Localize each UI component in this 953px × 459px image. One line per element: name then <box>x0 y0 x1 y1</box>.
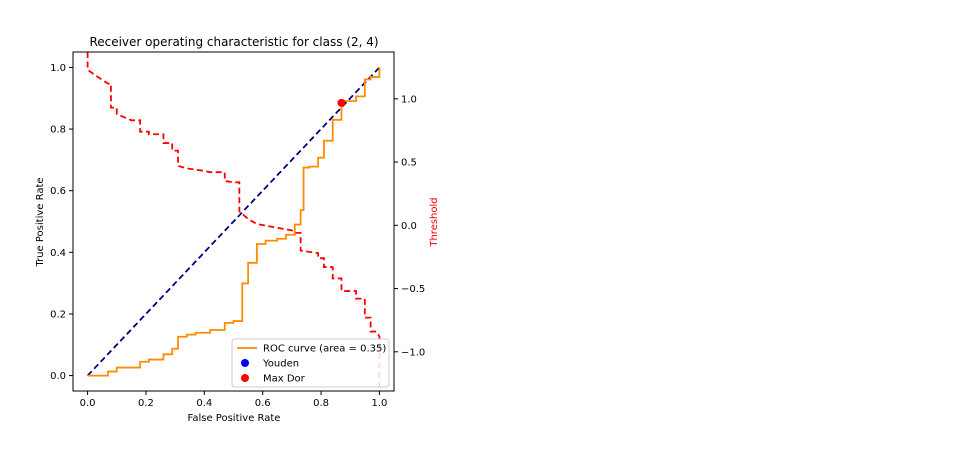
y-tick-label: 0.0 <box>50 371 66 382</box>
series-threshold-line <box>86 52 381 391</box>
legend-youden-swatch <box>241 359 249 367</box>
plot-area <box>72 51 395 392</box>
x-axis-label: False Positive Rate <box>188 413 281 424</box>
y-axis: 0.0 0.2 0.4 0.6 0.8 1.0 <box>50 63 73 382</box>
y2-tick-label: 0.0 <box>401 221 417 232</box>
x-tick-label: 1.0 <box>371 398 387 409</box>
x-tick-label: 0.6 <box>255 398 271 409</box>
legend-label: Max Dor <box>263 374 306 385</box>
x-tick-label: 0.2 <box>138 398 154 409</box>
x-tick-label: 0.0 <box>80 398 96 409</box>
max-dor-marker <box>337 98 346 107</box>
y-axis-label: True Positive Rate <box>35 177 46 267</box>
series-layer <box>86 52 381 391</box>
x-tick-label: 0.4 <box>196 398 212 409</box>
y2-tick-label: −0.5 <box>401 284 425 295</box>
x-axis: 0.0 0.2 0.4 0.6 0.8 1.0 <box>80 391 387 409</box>
series-chance-line <box>86 66 381 377</box>
y-tick-label: 0.2 <box>50 309 66 320</box>
x-tick-label: 0.8 <box>313 398 329 409</box>
legend: ROC curve (area = 0.35) Youden Max Dor <box>231 338 390 388</box>
marker-layer <box>337 98 346 107</box>
legend-label: Youden <box>262 359 299 370</box>
y-tick-label: 0.4 <box>50 248 66 259</box>
legend-max-dor-swatch <box>241 374 249 382</box>
y2-tick-label: 1.0 <box>401 94 417 105</box>
legend-label: ROC curve (area = 0.35) <box>263 344 386 355</box>
y-tick-label: 1.0 <box>50 63 66 74</box>
plot-frame <box>72 51 395 392</box>
y-tick-label: 0.6 <box>50 186 66 197</box>
series-roc-line <box>87 67 381 377</box>
y-tick-label: 0.8 <box>50 125 66 136</box>
chart-title: Receiver operating characteristic for cl… <box>89 35 378 49</box>
y2-axis-label: Threshold <box>429 197 440 247</box>
y2-axis: 1.0 0.5 0.0 −0.5 −1.0 <box>394 94 425 358</box>
y2-tick-label: 0.5 <box>401 158 417 169</box>
legend-box <box>231 338 390 388</box>
y2-tick-label: −1.0 <box>401 347 425 358</box>
